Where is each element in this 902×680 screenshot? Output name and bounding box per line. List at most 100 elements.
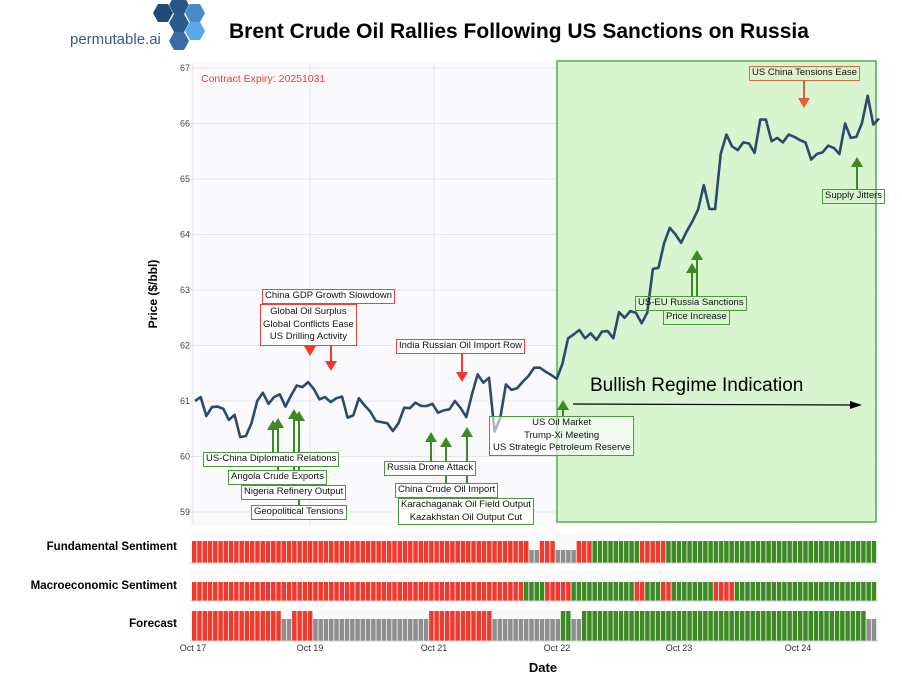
sentiment-bar-bearish — [487, 611, 492, 641]
sentiment-bar-bearish — [423, 582, 429, 601]
sentiment-bar-bearish — [476, 541, 482, 563]
sentiment-bar-bearish — [386, 582, 392, 601]
arrow-up-icon — [461, 427, 473, 437]
sentiment-bar-neutral — [513, 619, 518, 641]
sentiment-bar-bearish — [545, 582, 550, 601]
sentiment-bar-bullish — [629, 582, 634, 601]
sentiment-bar-bearish — [223, 611, 229, 641]
sentiment-bar-neutral — [402, 619, 408, 641]
sentiment-bar-bearish — [276, 582, 281, 601]
sentiment-bar-bullish — [634, 611, 640, 641]
sentiment-bar-bearish — [471, 582, 476, 601]
sentiment-bar-bullish — [819, 541, 824, 563]
sentiment-bar-neutral — [555, 550, 561, 563]
sentiment-bar-neutral — [381, 619, 387, 641]
sentiment-bar-neutral — [508, 619, 513, 641]
annotation-price-increase: Price Increase — [663, 310, 730, 325]
sentiment-bar-bearish — [450, 541, 455, 563]
regime-arrow-line — [572, 403, 853, 406]
sentiment-bar-bullish — [829, 541, 835, 563]
sentiment-bar-bullish — [813, 541, 819, 563]
sentiment-bar-bearish — [197, 541, 202, 563]
arrow-up-icon — [293, 411, 305, 421]
sentiment-bar-bearish — [560, 582, 566, 601]
sentiment-bar-bearish — [323, 541, 329, 563]
sentiment-bar-bullish — [834, 541, 840, 563]
sentiment-bar-bullish — [850, 611, 856, 641]
sentiment-bar-neutral — [560, 550, 566, 563]
sentiment-bar-bearish — [223, 582, 229, 601]
sentiment-bar-bullish — [703, 582, 708, 601]
x-tick-label: Oct 22 — [544, 643, 571, 653]
sentiment-bar-bullish — [645, 582, 650, 601]
row-label-forecast: Forecast — [129, 618, 177, 630]
y-tick-label: 59 — [180, 507, 190, 517]
sentiment-bar-bearish — [329, 541, 334, 563]
sentiment-bar-bearish — [639, 582, 645, 601]
sentiment-bar-bearish — [371, 541, 376, 563]
sentiment-bar-neutral — [386, 619, 392, 641]
sentiment-bar-bearish — [244, 611, 250, 641]
sentiment-bar-bearish — [550, 582, 555, 601]
sentiment-bar-neutral — [334, 619, 339, 641]
y-axis-ticks: 67 66 65 64 63 62 61 60 59 — [180, 63, 190, 517]
sentiment-bar-bearish — [265, 611, 271, 641]
sentiment-bar-bearish — [244, 541, 250, 563]
sentiment-bar-bearish — [260, 611, 265, 641]
sentiment-bar-neutral — [497, 619, 503, 641]
sentiment-bar-bearish — [297, 582, 302, 601]
sentiment-bar-bullish — [834, 611, 840, 641]
sentiment-bar-bullish — [808, 611, 813, 641]
sentiment-bar-bullish — [782, 541, 787, 563]
sentiment-bar-neutral — [313, 619, 318, 641]
sentiment-bar-bearish — [297, 611, 302, 641]
sentiment-bar-bullish — [808, 541, 813, 563]
sentiment-bar-bullish — [708, 611, 713, 641]
sentiment-bar-neutral — [360, 619, 366, 641]
sentiment-bar-bullish — [587, 582, 592, 601]
sentiment-bar-bullish — [750, 582, 756, 601]
sentiment-bar-bullish — [866, 582, 871, 601]
sentiment-bar-bullish — [592, 582, 597, 601]
sentiment-bar-bearish — [292, 611, 297, 641]
sentiment-bar-bearish — [492, 541, 497, 563]
sentiment-bar-bearish — [455, 582, 460, 601]
sentiment-bar-bullish — [745, 611, 750, 641]
sentiment-bar-bearish — [350, 582, 355, 601]
sentiment-bar-bearish — [460, 541, 466, 563]
sentiment-bar-bearish — [518, 582, 524, 601]
logo-text: permutable.ai — [70, 31, 161, 48]
annotation-us-group: US Oil Market Trump-Xi Meeting US Strate… — [489, 416, 635, 456]
sentiment-bar-bearish — [255, 582, 260, 601]
sentiment-bar-bearish — [639, 541, 645, 563]
sentiment-bar-bullish — [724, 611, 729, 641]
annotation-line: Kazakhstan Oil Output Cut — [409, 511, 523, 523]
sentiment-bar-bearish — [323, 582, 329, 601]
sentiment-bar-bearish — [355, 541, 360, 563]
sentiment-bar-bearish — [539, 541, 545, 563]
sentiment-bar-neutral — [539, 619, 545, 641]
sentiment-bar-bearish — [418, 541, 424, 563]
sentiment-bar-bullish — [776, 582, 782, 601]
price-line — [194, 94, 880, 439]
arrow-up-icon — [425, 432, 437, 442]
sentiment-bar-bullish — [692, 541, 698, 563]
x-tick-label: Oct 23 — [666, 643, 693, 653]
sentiment-bar-bullish — [871, 541, 877, 563]
sentiment-bar-bullish — [871, 582, 877, 601]
sentiment-bar-bearish — [381, 541, 387, 563]
sentiment-bar-bullish — [766, 582, 771, 601]
annotation-china-import: China Crude Oil Import — [395, 483, 499, 498]
sentiment-bar-bullish — [660, 611, 666, 641]
sentiment-bar-neutral — [529, 550, 534, 563]
sentiment-bar-bullish — [634, 541, 640, 563]
sentiment-bar-neutral — [571, 619, 576, 641]
sentiment-bar-bearish — [350, 541, 355, 563]
sentiment-bar-bearish — [429, 541, 434, 563]
sentiment-bar-bullish — [671, 541, 676, 563]
sentiment-bar-bullish — [861, 611, 866, 641]
sentiment-bar-bullish — [629, 611, 634, 641]
sentiment-bar-bearish — [244, 582, 250, 601]
sentiment-bar-bearish — [413, 582, 418, 601]
sentiment-bar-bearish — [192, 611, 197, 641]
